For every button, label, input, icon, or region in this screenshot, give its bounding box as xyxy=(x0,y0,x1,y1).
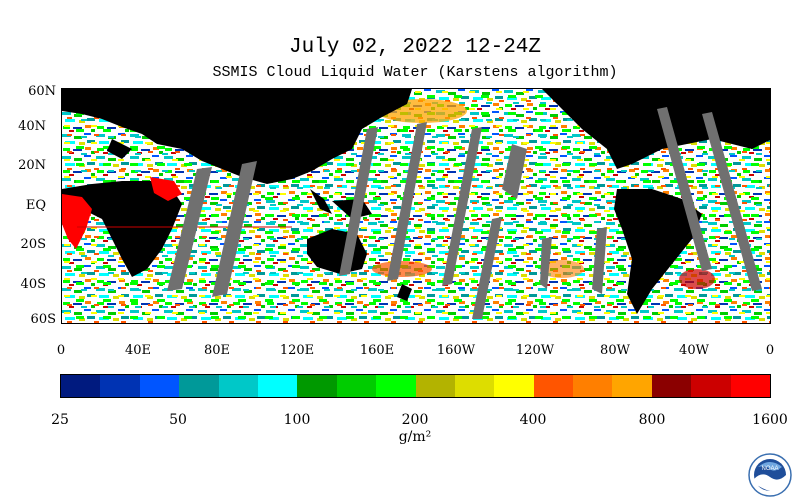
swath-gap-11 xyxy=(702,112,762,291)
scale-label-200: 200 xyxy=(401,412,429,428)
scale-label-50: 50 xyxy=(169,412,187,428)
land-south-america xyxy=(614,189,702,314)
storm-south-pacific xyxy=(372,261,432,277)
swath-gap-10 xyxy=(657,107,712,271)
color-scale-segment xyxy=(454,375,495,397)
color-scale-bar xyxy=(60,374,771,398)
lat-label-20s: 20S xyxy=(20,237,46,252)
land-africa xyxy=(62,181,182,277)
lon-label-0: 0 xyxy=(56,343,66,358)
color-scale-segment xyxy=(730,375,771,397)
swath-gap-2 xyxy=(212,161,257,297)
cloud-liquid-water-map xyxy=(61,88,771,324)
color-scale-segment xyxy=(415,375,455,397)
scale-label-25: 25 xyxy=(51,412,69,428)
lat-label-20n: 20N xyxy=(18,158,46,173)
swath-gap-4 xyxy=(387,122,427,281)
map-subtitle: SSMIS Cloud Liquid Water (Karstens algor… xyxy=(212,64,618,81)
color-scale-segment xyxy=(179,375,219,397)
swath-gap-7 xyxy=(502,144,527,199)
color-scale-segment xyxy=(691,375,731,397)
map-svg xyxy=(62,89,770,323)
color-scale-segment xyxy=(533,375,574,397)
scale-unit: g/m² xyxy=(398,429,432,445)
land-new-zealand xyxy=(397,284,412,301)
storm-east-pacific xyxy=(540,260,584,278)
lon-label-120e: 120E xyxy=(279,343,315,358)
land-north-america xyxy=(542,89,770,169)
land-eurasia xyxy=(62,89,412,184)
lon-label-40e: 40E xyxy=(124,343,152,358)
color-scale-segment xyxy=(612,375,652,397)
scale-label-400: 400 xyxy=(519,412,547,428)
lat-label-40n: 40N xyxy=(18,119,46,134)
lat-label-eq: EQ xyxy=(25,198,46,213)
swath-gap-5 xyxy=(442,127,482,286)
noaa-logo-text: NOAA xyxy=(761,466,778,472)
color-scale-segment xyxy=(61,375,101,397)
color-scale-segment xyxy=(336,375,377,397)
color-scale-segment xyxy=(257,375,298,397)
map-title: July 02, 2022 12-24Z xyxy=(288,36,542,59)
lon-label-160w: 160W xyxy=(436,343,476,358)
color-scale-segment xyxy=(651,375,692,397)
swath-gap-3 xyxy=(339,127,378,276)
lat-label-40s: 40S xyxy=(20,277,46,292)
scale-label-1600: 1600 xyxy=(752,412,788,428)
swath-gap-9 xyxy=(592,227,607,294)
swath-gap-1 xyxy=(167,167,212,291)
storm-south-atlantic xyxy=(679,269,715,289)
high-clw-west-africa xyxy=(62,194,92,249)
lat-label-60n: 60N xyxy=(28,84,56,99)
scale-label-800: 800 xyxy=(638,412,666,428)
lon-label-160e: 160E xyxy=(359,343,395,358)
noaa-logo-icon: NOAA xyxy=(748,453,792,497)
color-scale-segment xyxy=(139,375,180,397)
lon-label-80w: 80W xyxy=(600,343,630,358)
color-scale-segment xyxy=(218,375,258,397)
lon-label-40w: 40W xyxy=(679,343,709,358)
lat-label-60s: 60S xyxy=(30,312,56,327)
color-scale-segment xyxy=(100,375,140,397)
land-arabia xyxy=(107,139,132,159)
swath-gap-8 xyxy=(540,237,552,289)
lon-label-80e: 80E xyxy=(203,343,231,358)
lon-label-120w: 120W xyxy=(515,343,555,358)
high-clw-red-sea xyxy=(150,177,182,201)
scale-label-100: 100 xyxy=(283,412,311,428)
color-scale-segment xyxy=(376,375,416,397)
color-scale-segment xyxy=(494,375,534,397)
swath-gap-6 xyxy=(472,217,502,319)
color-scale-segment xyxy=(297,375,337,397)
color-scale-segment xyxy=(573,375,613,397)
lon-label-0-end: 0 xyxy=(765,343,775,358)
